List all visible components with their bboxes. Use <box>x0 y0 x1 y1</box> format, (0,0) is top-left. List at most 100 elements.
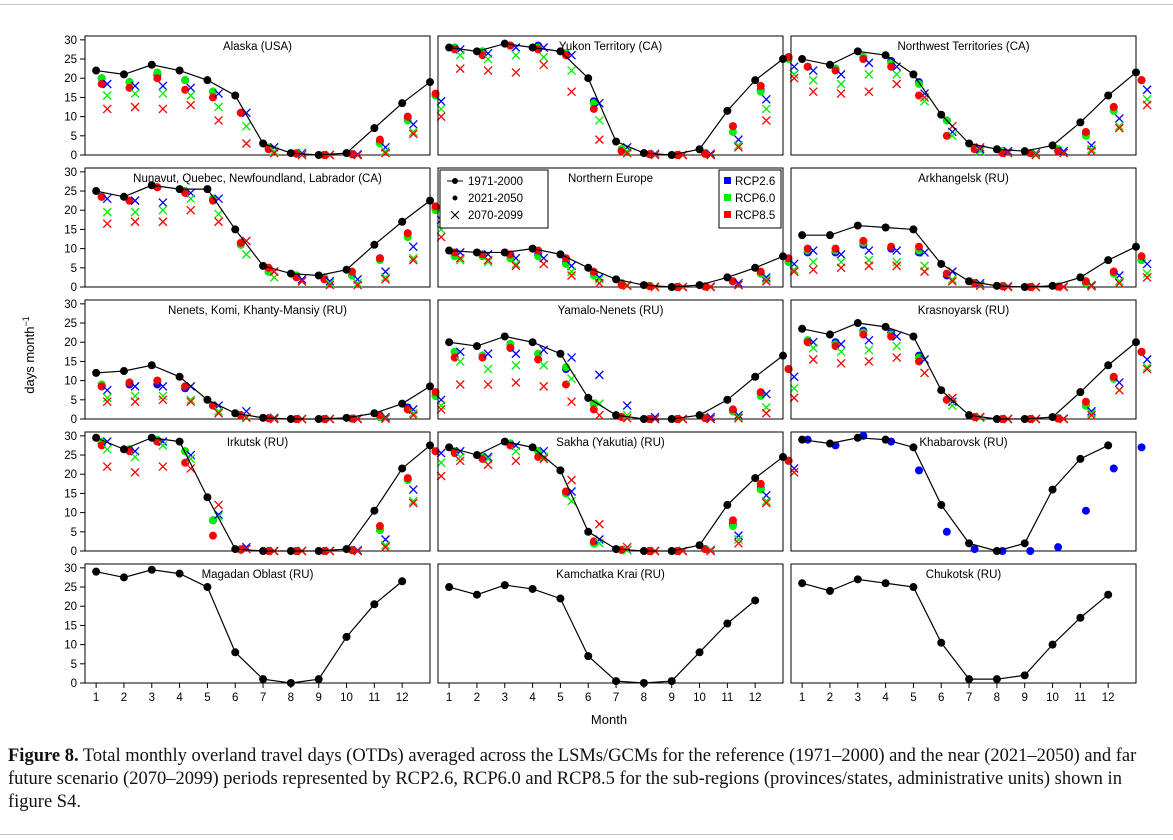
legend-label: RCP2.6 <box>735 176 775 188</box>
far-future-cross <box>594 135 604 145</box>
reference-point <box>286 415 295 423</box>
y-tick-label: 30 <box>64 35 77 47</box>
far-future-cross <box>130 397 140 407</box>
near-future-point <box>1026 547 1035 555</box>
x-tick-label: 7 <box>260 692 266 704</box>
y-tick-label: 10 <box>64 112 77 124</box>
far-future-cross <box>864 246 874 255</box>
reference-point <box>798 324 807 333</box>
y-tick-label: 30 <box>64 167 77 179</box>
far-future-cross <box>381 542 390 552</box>
far-future-cross <box>408 129 418 139</box>
far-future-cross <box>594 519 604 529</box>
reference-point <box>528 443 537 452</box>
far-future-cross <box>975 146 985 156</box>
far-future-cross <box>622 281 632 291</box>
reference-point <box>798 231 807 240</box>
far-future-cross <box>297 148 307 158</box>
reference-point <box>639 679 648 687</box>
reference-point <box>751 372 760 381</box>
far-future-cross <box>892 79 902 89</box>
near-future-point <box>1081 397 1090 406</box>
y-tick-label: 10 <box>64 508 77 520</box>
reference-point <box>751 76 760 85</box>
panel-5: Northern Europe 1971-2000 2021-2050 2070-20… <box>437 167 799 292</box>
panel-1: Alaska (USA) 0 5 10 15 20 25 30 <box>64 35 446 162</box>
near-future-point <box>1137 252 1146 261</box>
reference-point <box>556 594 565 603</box>
reference-point <box>147 361 156 370</box>
reference-point <box>231 225 240 234</box>
near-future-point <box>1137 76 1146 85</box>
x-tick-label: 9 <box>316 692 322 704</box>
y-tick-label: 0 <box>71 414 77 426</box>
panel-7: Nenets, Komi, Khanty-Mansiy (RU) 0 5 10 15 20… <box>64 299 446 426</box>
far-future-cross <box>808 66 818 76</box>
near-future-point <box>728 127 737 136</box>
far-future-cross <box>706 150 716 160</box>
reference-point <box>92 433 101 442</box>
reference-point <box>528 338 537 347</box>
far-future-cross <box>1114 114 1124 123</box>
reference-point <box>909 332 918 341</box>
reference-line <box>448 584 756 684</box>
reference-point <box>398 577 407 586</box>
panel-15: Chukotsk (RU)1 2 3 4 5 6 7 8 9 10 11 12 <box>790 563 1137 704</box>
reference-point <box>1048 281 1057 290</box>
near-future-point <box>478 353 487 362</box>
reference-point <box>445 246 454 255</box>
reference-point <box>342 632 351 641</box>
near-future-point <box>236 108 245 117</box>
reference-point <box>119 192 128 201</box>
reference-point <box>286 269 295 278</box>
near-future-point <box>403 474 412 483</box>
reference-point <box>231 648 240 657</box>
far-future-cross <box>567 496 577 506</box>
far-future-cross <box>186 205 196 215</box>
reference-point <box>1048 413 1057 422</box>
panel-frame <box>790 299 1137 420</box>
far-future-cross <box>158 391 168 401</box>
reference-point <box>612 137 621 146</box>
far-future-cross <box>734 278 743 288</box>
figure-caption: Figure 8. Total monthly overland travel … <box>8 745 1158 814</box>
far-future-cross <box>102 385 112 395</box>
panel-frame <box>437 167 784 288</box>
far-future-cross <box>734 531 743 541</box>
reference-point <box>203 583 212 592</box>
reference-point <box>445 338 454 347</box>
y-tick-label: 20 <box>64 469 77 481</box>
far-future-cross <box>214 500 224 510</box>
y-tick-label: 25 <box>64 54 77 66</box>
legend-label: RCP8.5 <box>735 210 775 222</box>
far-future-cross <box>158 205 168 215</box>
far-future-cross <box>130 81 140 91</box>
far-future-cross <box>864 356 874 366</box>
far-future-cross <box>483 379 493 389</box>
panel-title: Alaska (USA) <box>223 41 292 53</box>
far-future-cross <box>269 148 279 158</box>
panel-6: Arkhangelsk (RU) <box>790 167 1152 292</box>
reference-point <box>556 47 565 56</box>
panel-11: Sakha (Yakutia) (RU) <box>437 431 799 556</box>
reference-point <box>937 500 946 509</box>
legend-swatch <box>724 194 731 201</box>
panel-title: Irkutsk (RU) <box>227 437 289 449</box>
near-future-point <box>208 93 217 102</box>
x-tick-label: 3 <box>855 692 861 704</box>
reference-point <box>853 47 862 56</box>
reference-point <box>370 600 379 609</box>
reference-point <box>695 281 704 290</box>
reference-line <box>802 437 1109 552</box>
panel-frame <box>790 563 1137 684</box>
panel-10: Irkutsk (RU) 0 5 10 15 20 25 30 <box>64 431 446 558</box>
reference-point <box>779 452 787 461</box>
far-future-cross <box>594 115 604 125</box>
far-future-cross <box>483 452 493 462</box>
reference-point <box>175 372 184 381</box>
reference-point <box>1076 613 1085 622</box>
reference-point <box>472 590 481 599</box>
legend-marker <box>452 195 458 201</box>
reference-point <box>667 415 676 423</box>
reference-point <box>798 435 807 444</box>
